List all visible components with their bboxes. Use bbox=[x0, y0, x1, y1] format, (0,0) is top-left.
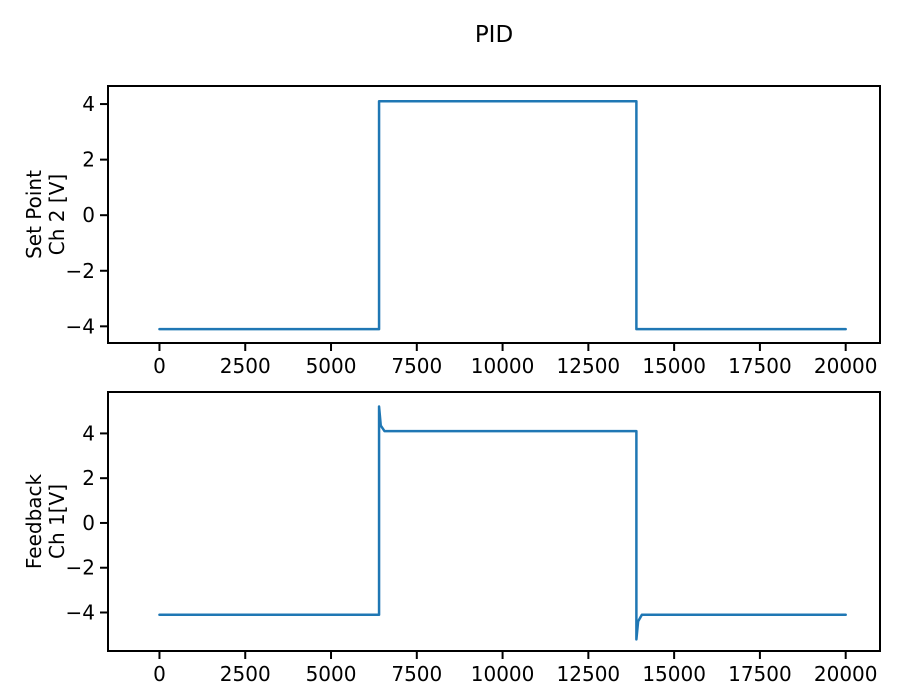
x-tick-label: 15000 bbox=[642, 662, 706, 686]
y-tick-label: 2 bbox=[82, 148, 95, 172]
y-axis-label: FeedbackCh 1[V] bbox=[22, 473, 69, 569]
subplot-set-point: 0 2500 5000 7500 10000 12500 15000 17500 20000 4 2… bbox=[22, 85, 881, 378]
x-tick-label: 7500 bbox=[391, 354, 442, 378]
subplot-feedback: 0 2500 5000 7500 10000 12500 15000 17500 20000 4 2… bbox=[22, 391, 881, 686]
x-tick-label: 20000 bbox=[814, 354, 878, 378]
x-tick-label: 5000 bbox=[306, 354, 357, 378]
y-tick-label: 2 bbox=[82, 466, 95, 490]
y-axis-label: Set PointCh 2 [V] bbox=[22, 170, 69, 259]
y-tick-label: −4 bbox=[66, 600, 95, 624]
axes-frame bbox=[107, 391, 881, 652]
x-tick-label: 12500 bbox=[557, 662, 621, 686]
x-tick-label: 17500 bbox=[728, 662, 792, 686]
series-line-set-point-ch2 bbox=[158, 100, 847, 331]
y-tick-label: 0 bbox=[82, 511, 95, 535]
series-line-feedback-ch1 bbox=[158, 405, 847, 641]
x-tick-label: 20000 bbox=[814, 662, 878, 686]
y-tick-label: 4 bbox=[82, 92, 95, 116]
y-tick-label: 0 bbox=[82, 203, 95, 227]
y-axis-label-line: Ch 1[V] bbox=[45, 484, 69, 559]
axes-frame bbox=[107, 85, 881, 344]
x-tick-label: 17500 bbox=[728, 354, 792, 378]
y-axis-label-line: Set Point bbox=[22, 170, 46, 259]
x-tick-label: 10000 bbox=[471, 354, 535, 378]
x-tick-label: 10000 bbox=[471, 662, 535, 686]
y-tick-label: 4 bbox=[82, 421, 95, 445]
x-tick-label: 7500 bbox=[391, 662, 442, 686]
x-tick-label: 0 bbox=[153, 354, 166, 378]
x-tick-label: 2500 bbox=[220, 662, 271, 686]
x-tick-label: 2500 bbox=[220, 354, 271, 378]
y-axis-label-line: Feedback bbox=[22, 473, 46, 569]
x-tick-label: 5000 bbox=[306, 662, 357, 686]
chart-title: PID bbox=[475, 22, 513, 48]
y-tick-label: −4 bbox=[66, 314, 95, 338]
x-tick-label: 0 bbox=[153, 662, 166, 686]
x-tick-label: 15000 bbox=[642, 354, 706, 378]
y-tick-label: −2 bbox=[66, 259, 95, 283]
x-tick-label: 12500 bbox=[557, 354, 621, 378]
y-tick-label: −2 bbox=[66, 556, 95, 580]
y-axis-label-line: Ch 2 [V] bbox=[45, 174, 69, 255]
